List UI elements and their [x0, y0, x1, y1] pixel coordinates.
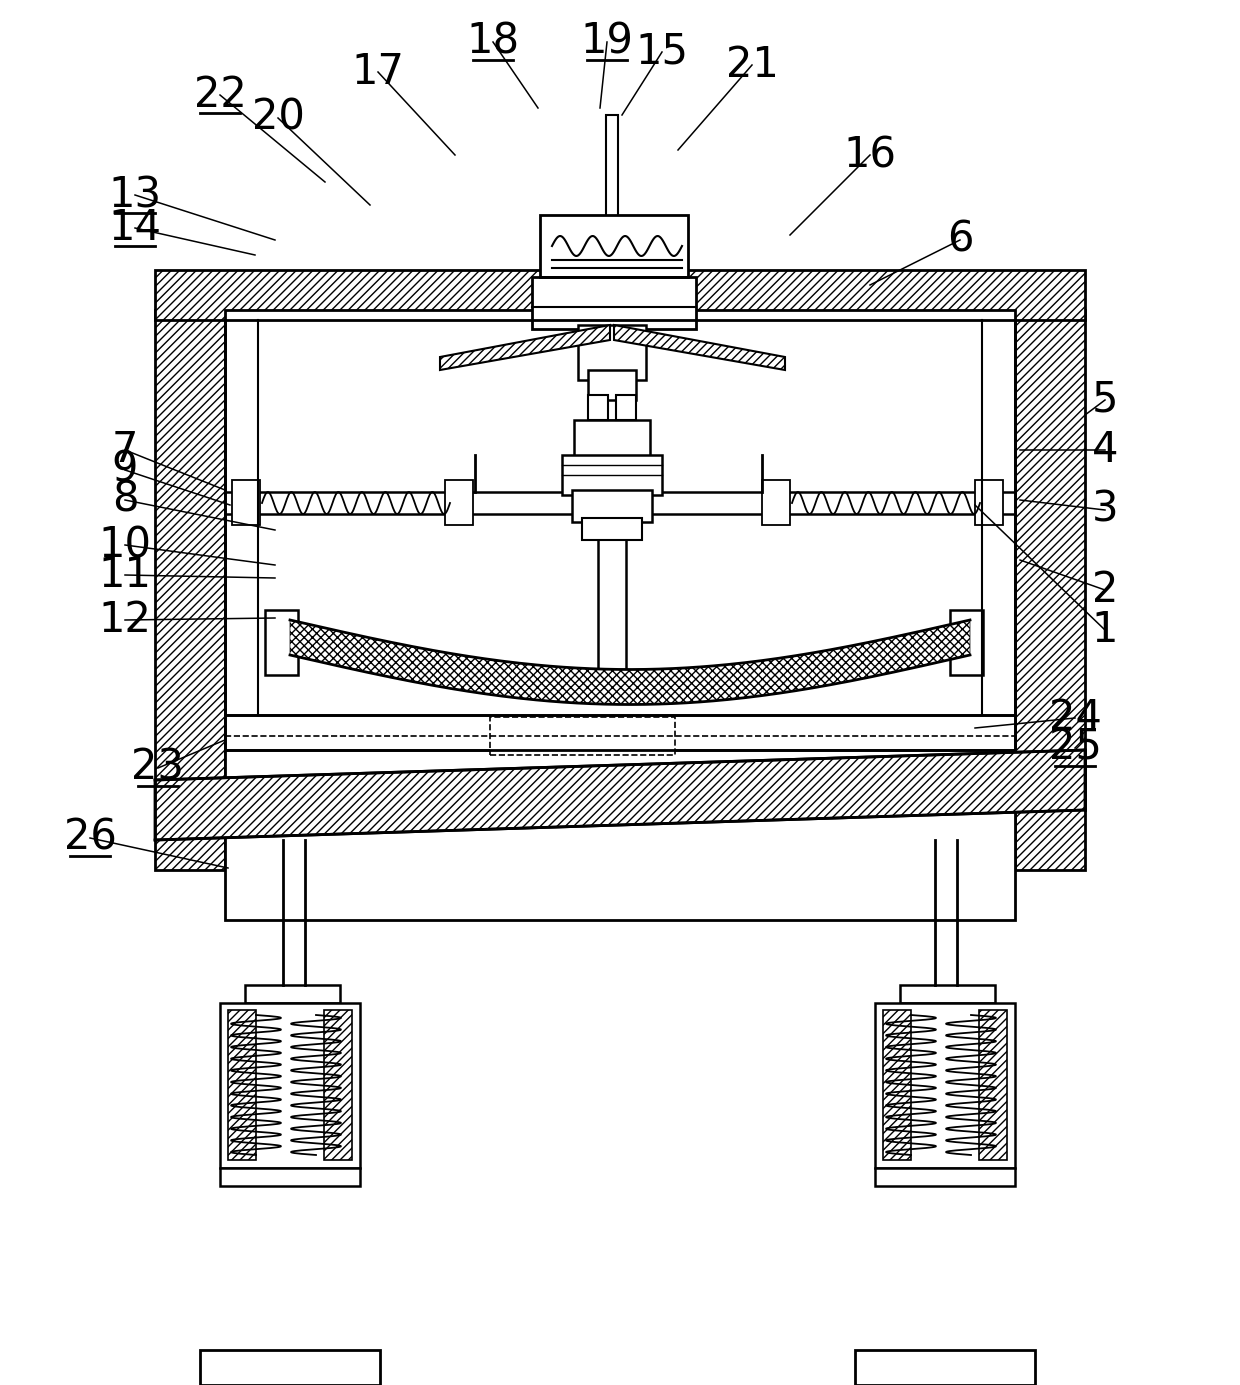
Text: 3: 3: [1091, 489, 1118, 530]
Text: 19: 19: [580, 21, 634, 62]
Text: 13: 13: [108, 175, 161, 216]
Bar: [539, 215, 688, 277]
Text: 12: 12: [98, 598, 151, 641]
Text: 7: 7: [112, 429, 138, 471]
Bar: [763, 481, 790, 525]
Text: 20: 20: [252, 97, 305, 138]
Bar: [975, 481, 1003, 525]
Text: 25: 25: [1049, 727, 1101, 769]
Text: 4: 4: [1091, 429, 1118, 471]
Bar: [875, 1003, 1016, 1168]
Text: 18: 18: [466, 21, 520, 62]
Text: 1: 1: [1091, 609, 1118, 651]
Text: 10: 10: [98, 524, 151, 566]
Bar: [856, 1350, 1035, 1385]
Bar: [980, 1010, 1007, 1161]
Bar: [1016, 310, 1085, 870]
Text: 8: 8: [112, 479, 139, 521]
Text: 9: 9: [112, 449, 138, 492]
Bar: [155, 270, 1085, 320]
Bar: [265, 609, 298, 674]
Bar: [574, 420, 650, 458]
Bar: [155, 310, 224, 870]
Text: 22: 22: [193, 73, 247, 116]
Polygon shape: [155, 751, 1085, 839]
Bar: [588, 395, 608, 420]
Bar: [606, 115, 618, 280]
Bar: [324, 1010, 352, 1161]
Polygon shape: [440, 325, 610, 370]
Text: 14: 14: [109, 206, 161, 249]
Text: 6: 6: [947, 219, 973, 260]
Bar: [582, 518, 642, 540]
Bar: [232, 481, 260, 525]
Text: 26: 26: [63, 817, 117, 859]
Bar: [598, 420, 626, 670]
Polygon shape: [290, 620, 970, 705]
Bar: [572, 490, 652, 522]
Bar: [200, 1350, 379, 1385]
Bar: [883, 1010, 911, 1161]
Bar: [219, 1003, 360, 1168]
Text: 17: 17: [352, 51, 404, 93]
Text: 16: 16: [843, 134, 897, 176]
Text: 21: 21: [725, 44, 779, 86]
Text: 23: 23: [131, 747, 185, 789]
Bar: [224, 310, 1016, 920]
Text: 11: 11: [98, 554, 151, 596]
Text: 15: 15: [635, 30, 688, 73]
Bar: [900, 985, 994, 1003]
Bar: [228, 1010, 255, 1161]
Text: 5: 5: [1091, 379, 1118, 421]
Bar: [588, 370, 636, 400]
Bar: [532, 277, 696, 330]
Bar: [578, 325, 646, 379]
Bar: [875, 1168, 1016, 1186]
Bar: [950, 609, 983, 674]
Bar: [490, 717, 675, 755]
Polygon shape: [614, 325, 785, 370]
Bar: [246, 985, 340, 1003]
Bar: [224, 492, 1016, 514]
Bar: [445, 481, 472, 525]
Bar: [562, 456, 662, 494]
Text: 2: 2: [1091, 569, 1118, 611]
Bar: [616, 395, 636, 420]
Text: 24: 24: [1049, 697, 1101, 740]
Bar: [219, 1168, 360, 1186]
Bar: [224, 715, 1016, 751]
